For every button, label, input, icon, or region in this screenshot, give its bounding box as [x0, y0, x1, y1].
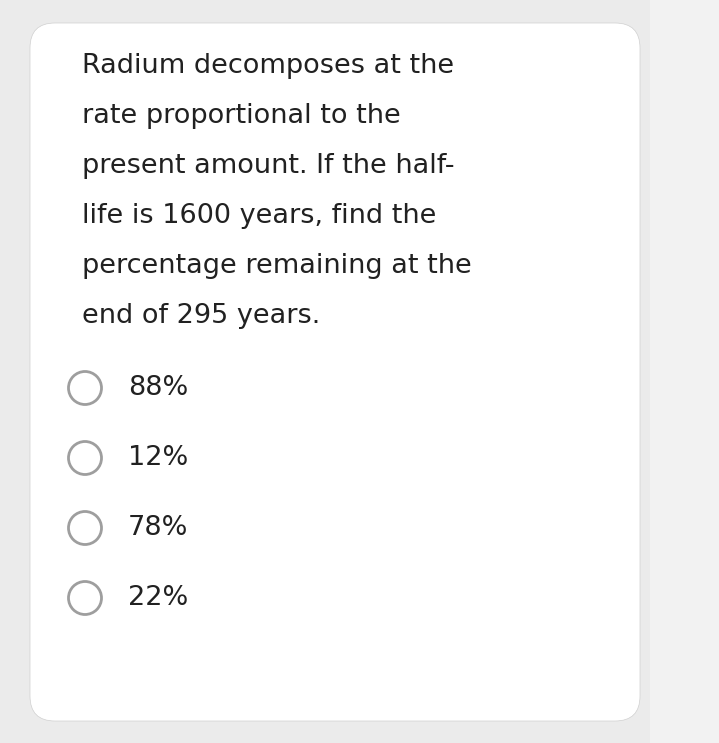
Bar [650, 0, 719, 743]
Text: 22%: 22% [128, 585, 188, 611]
Text: end of 295 years.: end of 295 years. [82, 303, 320, 329]
Text: rate proportional to the: rate proportional to the [82, 103, 400, 129]
FancyBboxPatch shape [30, 23, 640, 721]
Text: 88%: 88% [128, 375, 188, 401]
Text: Radium decomposes at the: Radium decomposes at the [82, 53, 454, 79]
Text: life is 1600 years, find the: life is 1600 years, find the [82, 203, 436, 229]
Text: percentage remaining at the: percentage remaining at the [82, 253, 472, 279]
Text: 12%: 12% [128, 445, 188, 471]
Text: present amount. If the half-: present amount. If the half- [82, 153, 454, 179]
Text: 78%: 78% [128, 515, 188, 541]
